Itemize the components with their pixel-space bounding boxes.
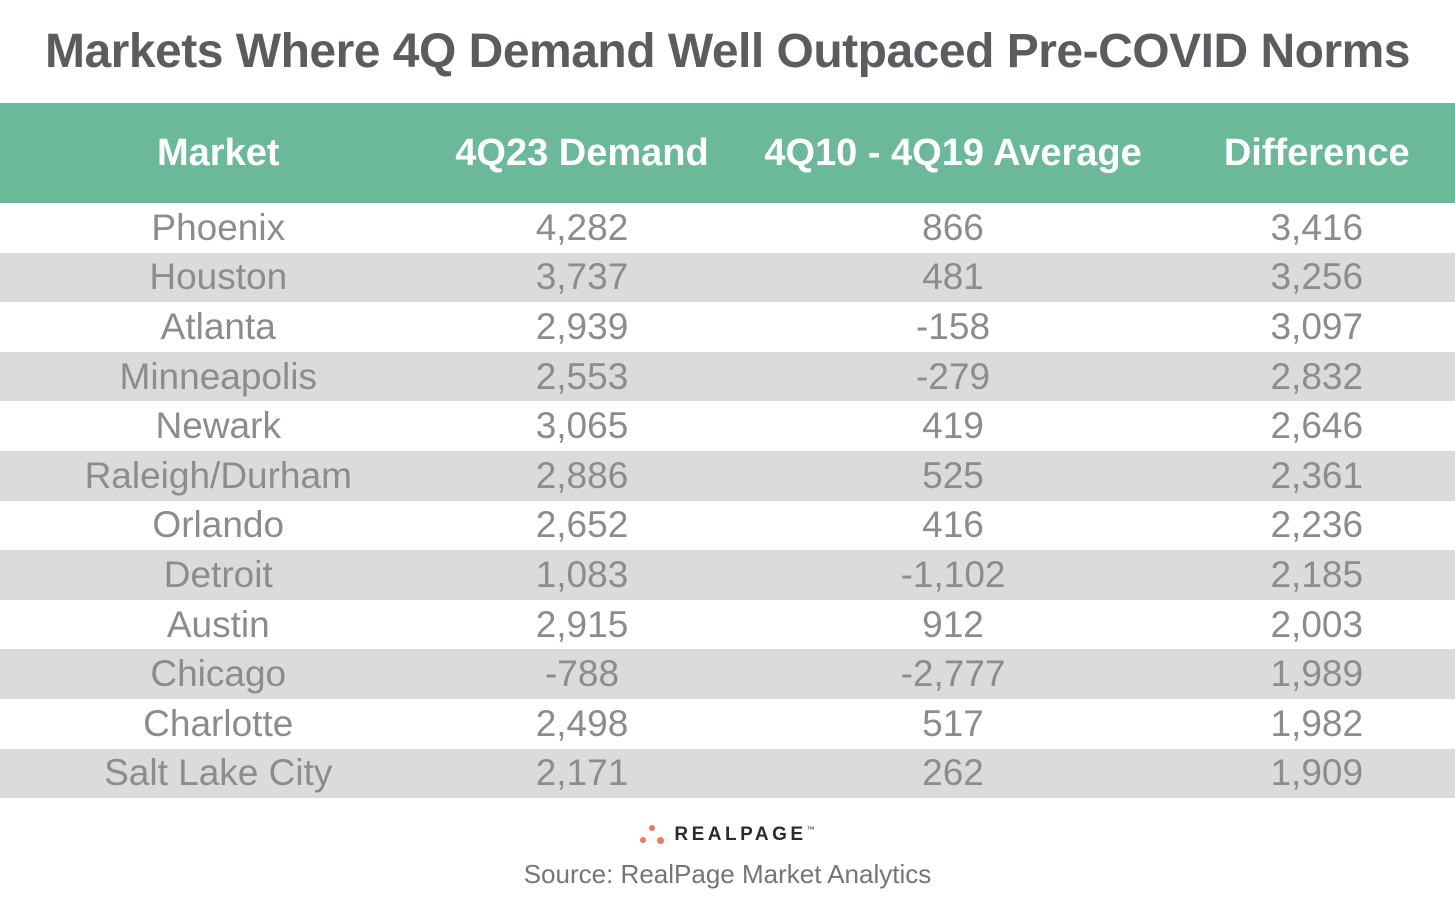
cell-difference: 1,989 (1270, 653, 1364, 695)
logo-dot-icon (657, 837, 665, 845)
cell-difference: 3,256 (1270, 256, 1364, 298)
cell-difference: 2,832 (1270, 355, 1364, 397)
cell-difference: 2,003 (1270, 603, 1364, 645)
cell-average: 912 (922, 603, 984, 645)
table-row: Chicago -788 -2,777 1,989 (0, 649, 1455, 699)
cell-demand: 3,065 (535, 405, 629, 447)
trademark-mark: ™ (806, 825, 815, 835)
cell-market: Atlanta (160, 305, 276, 347)
cell-difference: 3,097 (1270, 305, 1364, 347)
realpage-dots-icon (640, 824, 666, 846)
column-header-average: 4Q10 - 4Q19 Average (727, 103, 1179, 203)
column-header-demand: 4Q23 Demand (436, 103, 728, 203)
table-header: Market 4Q23 Demand 4Q10 - 4Q19 Average D… (0, 103, 1455, 203)
cell-average: -2,777 (900, 653, 1006, 695)
cell-demand: -788 (544, 653, 620, 695)
cell-market: Orlando (152, 504, 285, 546)
cell-average: -279 (915, 355, 991, 397)
cell-demand: 1,083 (535, 553, 629, 595)
cell-market: Minneapolis (119, 355, 317, 397)
cell-average: 517 (922, 702, 984, 744)
cell-average: 262 (922, 752, 984, 794)
cell-difference: 3,416 (1270, 206, 1364, 248)
cell-demand: 4,282 (535, 206, 629, 248)
logo-dot-icon (649, 825, 656, 832)
cell-average: 419 (922, 405, 984, 447)
column-header-difference: Difference (1178, 103, 1455, 203)
cell-demand: 2,652 (535, 504, 629, 546)
cell-demand: 2,886 (535, 454, 629, 496)
cell-difference: 1,982 (1270, 702, 1364, 744)
table-row: Salt Lake City 2,171 262 1,909 (0, 748, 1455, 799)
cell-market: Houston (149, 256, 288, 298)
cell-difference: 2,361 (1270, 454, 1364, 496)
cell-average: 416 (922, 504, 984, 546)
realpage-logo: REALPAGE ™ (640, 824, 815, 846)
table-row: Austin 2,915 912 2,003 (0, 599, 1455, 650)
cell-market: Salt Lake City (104, 752, 333, 794)
cell-difference: 2,646 (1270, 405, 1364, 447)
cell-market: Detroit (163, 553, 273, 595)
cell-market: Raleigh/Durham (84, 454, 352, 496)
demand-table: Market 4Q23 Demand 4Q10 - 4Q19 Average D… (0, 103, 1455, 799)
table-body: Phoenix 4,282 866 3,416 Houston 3,737 48… (0, 203, 1455, 799)
cell-average: 866 (922, 206, 984, 248)
cell-market: Phoenix (151, 206, 286, 248)
realpage-logo-text: REALPAGE (674, 824, 807, 846)
table-row: Houston 3,737 481 3,256 (0, 252, 1455, 303)
cell-average: 481 (922, 256, 984, 298)
table-row: Charlotte 2,498 517 1,982 (0, 698, 1455, 749)
cell-market: Chicago (150, 653, 287, 695)
cell-demand: 2,939 (535, 305, 629, 347)
cell-difference: 2,236 (1270, 504, 1364, 546)
table-row: Orlando 2,652 416 2,236 (0, 500, 1455, 551)
cell-demand: 2,498 (535, 702, 629, 744)
table-row: Minneapolis 2,553 -279 2,832 (0, 351, 1455, 402)
page-title: Markets Where 4Q Demand Well Outpaced Pr… (45, 25, 1410, 78)
cell-difference: 1,909 (1270, 752, 1364, 794)
footer: REALPAGE ™ Source: RealPage Market Analy… (0, 798, 1455, 903)
table-row: Newark 3,065 419 2,646 (0, 401, 1455, 451)
table-row: Raleigh/Durham 2,886 525 2,361 (0, 450, 1455, 501)
cell-demand: 2,553 (535, 355, 629, 397)
source-attribution: Source: RealPage Market Analytics (523, 859, 932, 890)
table-row: Atlanta 2,939 -158 3,097 (0, 302, 1455, 352)
cell-demand: 3,737 (535, 256, 629, 298)
cell-demand: 2,915 (535, 603, 629, 645)
table-row: Detroit 1,083 -1,102 2,185 (0, 550, 1455, 600)
cell-market: Charlotte (143, 702, 294, 744)
cell-average: -158 (915, 305, 991, 347)
cell-demand: 2,171 (535, 752, 629, 794)
column-header-market: Market (0, 103, 437, 203)
header-row: Market 4Q23 Demand 4Q10 - 4Q19 Average D… (0, 103, 1455, 203)
title-bar: Markets Where 4Q Demand Well Outpaced Pr… (0, 0, 1455, 103)
cell-difference: 2,185 (1270, 553, 1364, 595)
cell-average: 525 (922, 454, 984, 496)
cell-market: Austin (166, 603, 270, 645)
logo-dot-icon (640, 837, 647, 844)
cell-average: -1,102 (900, 553, 1006, 595)
table-row: Phoenix 4,282 866 3,416 (0, 203, 1455, 253)
cell-market: Newark (155, 405, 281, 447)
